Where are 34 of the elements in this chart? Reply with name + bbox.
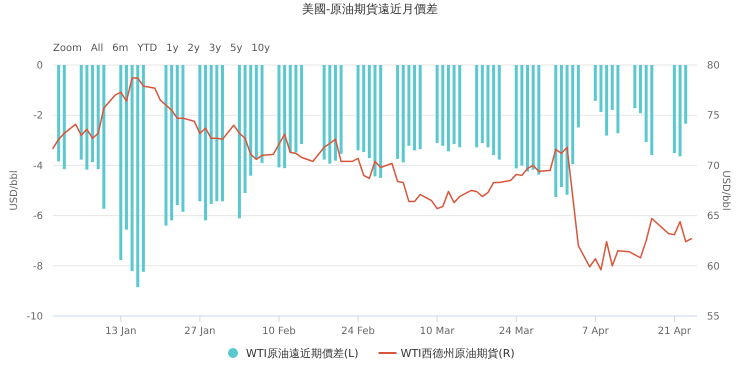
legend-label: WTI西德州原油期貨(R)	[400, 347, 515, 360]
y2-tick-label: 60	[707, 261, 720, 272]
y-tick-label: 0	[36, 60, 43, 72]
x-tick-label: 13 Jan	[105, 326, 136, 337]
x-tick-label: 24 Feb	[341, 326, 375, 337]
y2-tick-label: 55	[707, 312, 720, 322]
y-tick-label: -2	[33, 110, 43, 122]
text: All	[90, 43, 104, 54]
chart-title: 美國-原油期貨遠近月價差	[302, 2, 438, 16]
text: 6m	[112, 43, 128, 54]
x-tick-label: 27 Jan	[184, 326, 216, 337]
x-tick-label: 10 Mar	[420, 326, 456, 337]
text: 2y	[188, 43, 200, 54]
y-tick-label: -10	[26, 312, 43, 322]
y2-tick-label: 70	[707, 160, 720, 172]
text: 1y	[166, 43, 179, 54]
x-tick-label: 21 Apr	[658, 326, 692, 337]
y-axis-title: USD/bbl	[9, 170, 20, 211]
text: 5y	[230, 43, 242, 54]
y-tick-label: -6	[33, 211, 43, 222]
text: Zoom	[53, 43, 82, 54]
y-tick-label: -8	[33, 261, 43, 272]
y2-tick-label: 80	[707, 60, 720, 72]
text: 10y	[251, 43, 270, 54]
text: YTD	[136, 43, 158, 54]
y-tick-label: -4	[33, 160, 43, 172]
y2-tick-label: 65	[707, 211, 720, 222]
legend-label: WTI原油遠近期價差(L)	[246, 347, 359, 360]
x-tick-label: 24 Mar	[498, 326, 534, 337]
x-tick-label: 7 Apr	[582, 326, 610, 337]
x-tick-label: 10 Feb	[262, 326, 296, 337]
y2-axis-title: USD/bbl	[720, 170, 731, 211]
text: 3y	[208, 43, 222, 54]
y2-tick-label: 75	[707, 110, 720, 122]
